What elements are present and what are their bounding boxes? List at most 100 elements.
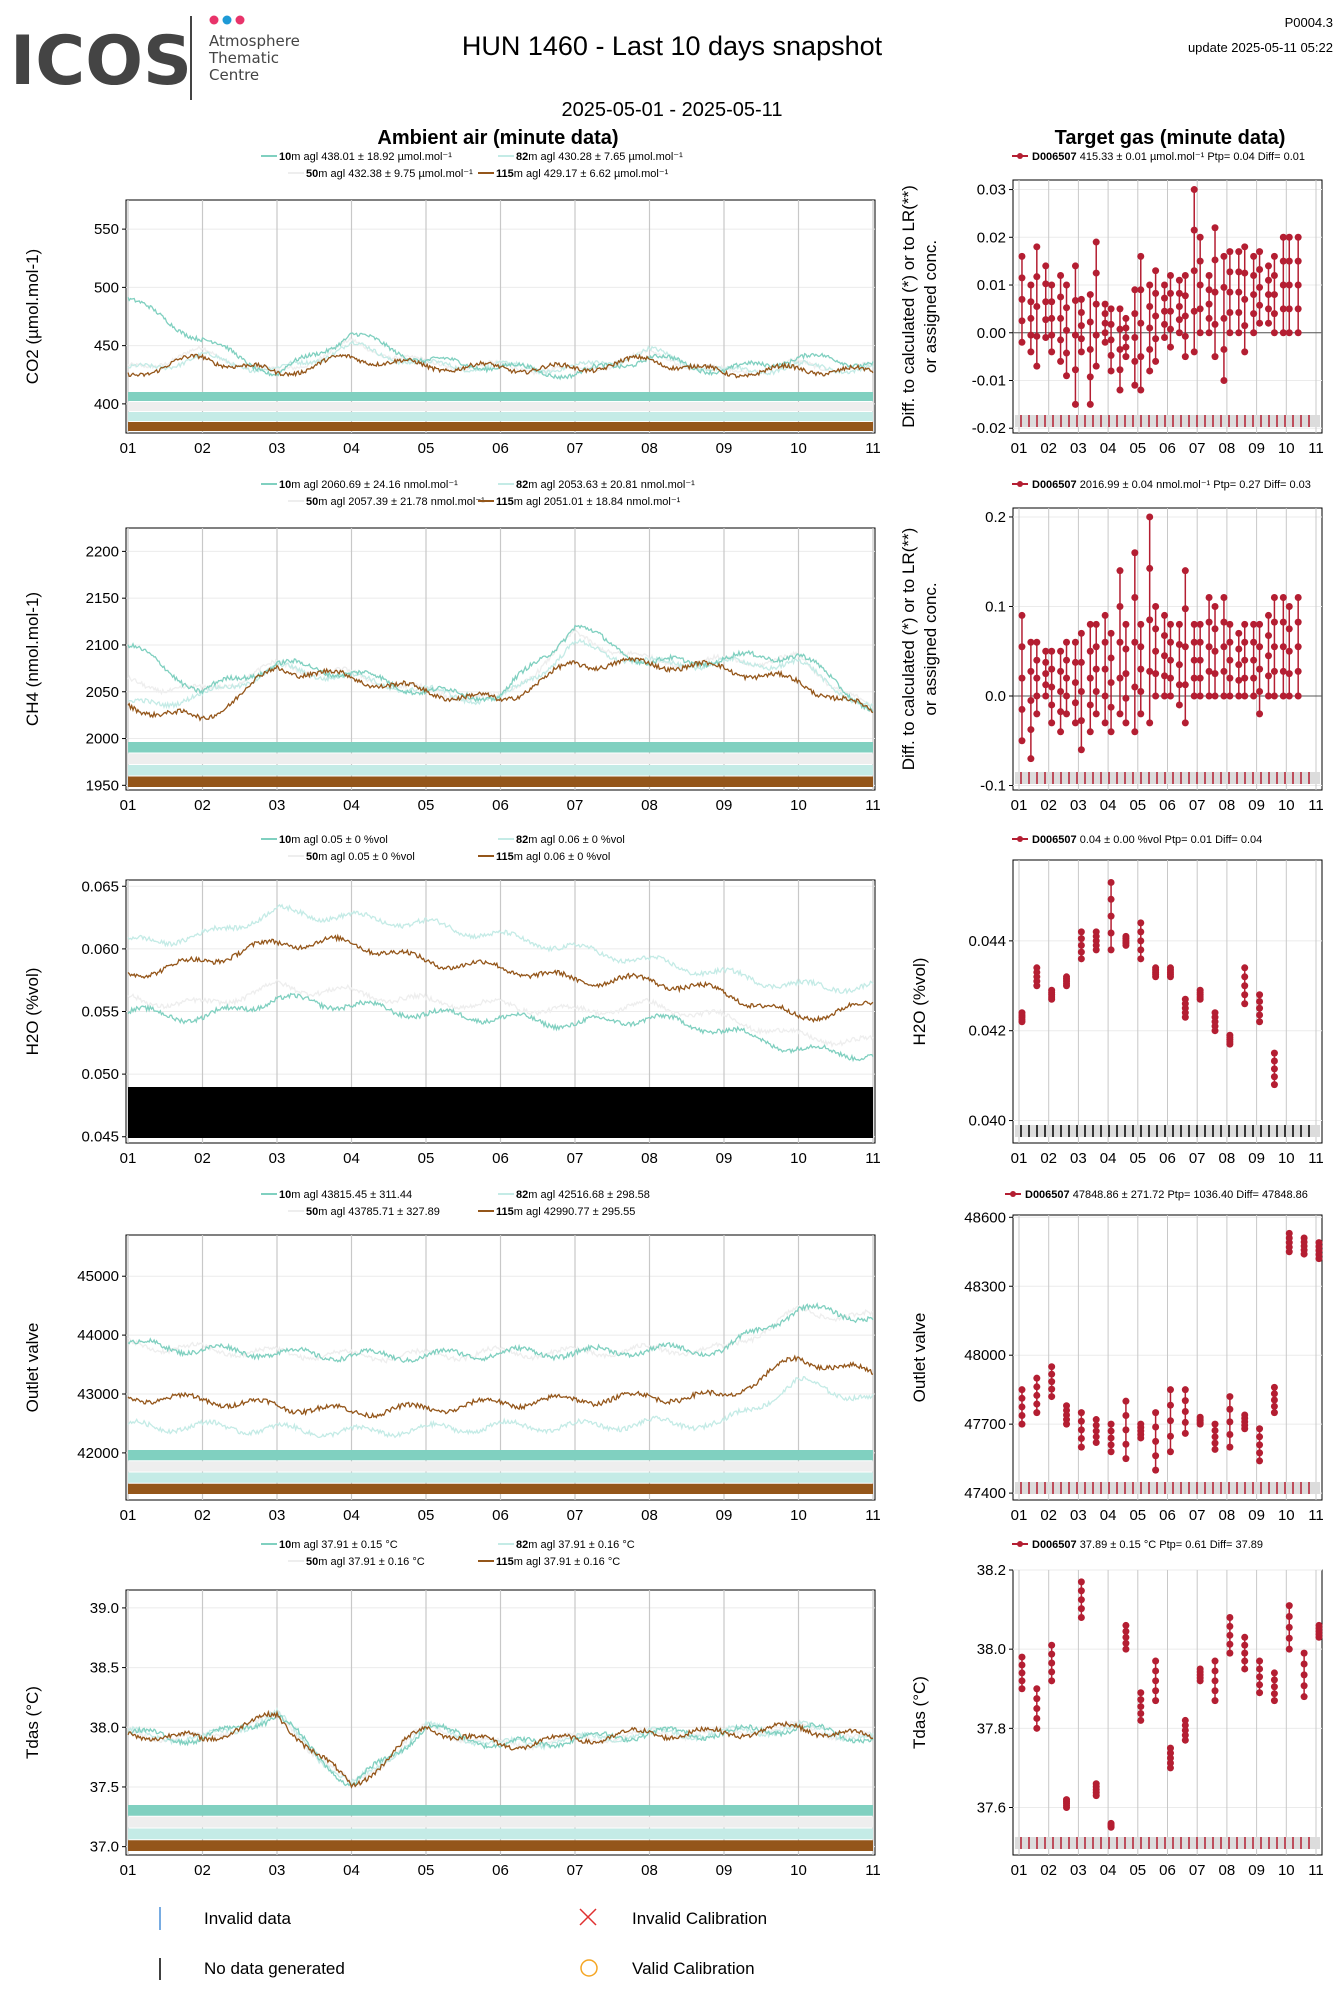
target-point [1101, 310, 1109, 318]
ambient-xtick-label: 08 [641, 1862, 658, 1879]
ambient-ytick-label: 38.5 [90, 1660, 119, 1677]
ambient-xtick-label: 09 [716, 1150, 733, 1167]
ambient-ytick-label: 2200 [86, 543, 119, 560]
target-point [1152, 692, 1160, 700]
target-point [1241, 1641, 1249, 1649]
target-point [1122, 324, 1130, 332]
target-point [1027, 331, 1035, 339]
target-xtick-label: 06 [1159, 1150, 1176, 1167]
target-xtick-label: 11 [1308, 1150, 1324, 1167]
target-point [1270, 1081, 1278, 1089]
target-ylabel: Tdas (°C) [910, 1676, 929, 1749]
target-xtick-label: 06 [1159, 1507, 1176, 1524]
target-ytick-label: -0.1 [980, 778, 1006, 795]
target-point [1270, 1402, 1278, 1410]
legend-height: 10 [279, 479, 291, 491]
target-ytick-label: 0.00 [977, 325, 1006, 342]
target-point [1241, 348, 1249, 356]
target-point [1279, 305, 1287, 313]
flag-bar-1 [128, 402, 873, 411]
target-point [1294, 618, 1302, 626]
target-ytick-label: 47400 [964, 1485, 1006, 1502]
legend-height: 50 [306, 496, 318, 508]
target-point [1226, 248, 1234, 256]
target-point [1211, 670, 1219, 678]
target-point [1033, 1724, 1041, 1732]
target-point [1033, 332, 1041, 340]
target-xtick-label: 04 [1100, 797, 1117, 814]
target-point [1071, 699, 1079, 707]
target-point [1146, 513, 1154, 521]
target-point [1137, 620, 1145, 628]
ambient-xtick-label: 08 [641, 440, 658, 457]
target-xtick-label: 04 [1100, 1507, 1117, 1524]
target-point [1137, 946, 1145, 954]
ambient-xtick-label: 11 [865, 797, 881, 814]
target-xtick-label: 07 [1189, 1150, 1206, 1167]
target-point [1018, 274, 1026, 282]
target-point [1264, 692, 1272, 700]
legend-height: 10 [279, 834, 291, 846]
legend-height: 115 [496, 168, 514, 180]
target-point [1137, 665, 1145, 673]
ambient-ytick-label: 45000 [77, 1268, 119, 1285]
ambient-xtick-label: 05 [418, 440, 435, 457]
target-point [1211, 602, 1219, 610]
target-point [1077, 941, 1085, 949]
target-point [1211, 256, 1219, 264]
target-point [1300, 1682, 1308, 1690]
target-flag-strip [1015, 772, 1320, 784]
target-point [1256, 1681, 1264, 1689]
ambient-xtick-label: 08 [641, 797, 658, 814]
target-point [1137, 1696, 1145, 1704]
target-point [1107, 629, 1115, 637]
flag-bar-0 [128, 1450, 873, 1461]
ambient-xtick-label: 02 [194, 440, 211, 457]
target-legend-co2: D006507 415.33 ± 0.01 µmol.mol⁻¹ Ptp= 0.… [1012, 151, 1305, 163]
target-point [1152, 267, 1160, 275]
target-legend-text: 37.89 ± 0.15 °C Ptp= 0.61 Diff= 37.89 [1077, 1539, 1263, 1551]
target-point [1071, 638, 1079, 646]
legend-height: 115 [496, 496, 514, 508]
target-ytick-label: 38.2 [977, 1562, 1006, 1579]
target-point [1285, 329, 1293, 337]
target-point [1235, 248, 1243, 256]
target-xtick-label: 03 [1070, 1150, 1087, 1167]
target-xtick-label: 01 [1011, 797, 1028, 814]
target-point [1071, 331, 1079, 339]
target-point [1196, 674, 1204, 682]
target-point [1220, 314, 1228, 322]
target-point [1048, 1650, 1056, 1658]
target-point [1175, 289, 1183, 297]
target-point [1226, 656, 1234, 664]
target-point [1018, 338, 1026, 346]
target-point [1294, 643, 1302, 651]
flag-bar-2 [128, 1472, 873, 1483]
target-point [1270, 1383, 1278, 1391]
target-point [1071, 658, 1079, 666]
target-point [1270, 252, 1278, 260]
target-point [1018, 1403, 1026, 1411]
target-xtick-label: 05 [1129, 1150, 1146, 1167]
target-point [1057, 314, 1065, 322]
legend-entry: 82m agl 42516.68 ± 298.58 [516, 1189, 650, 1201]
target-point [1279, 643, 1287, 651]
target-xtick-label: 11 [1308, 797, 1324, 814]
target-point [1190, 692, 1198, 700]
ambient-xtick-label: 09 [716, 440, 733, 457]
target-xtick-label: 09 [1248, 1507, 1265, 1524]
target-point [1264, 672, 1272, 680]
target-point [1175, 329, 1183, 337]
target-point [1077, 1605, 1085, 1613]
ambient-xtick-label: 04 [343, 1862, 360, 1879]
legend-height: 82 [516, 479, 528, 491]
target-point [1285, 1602, 1293, 1610]
target-ytick-label: -0.01 [972, 372, 1006, 389]
target-point [1086, 674, 1094, 682]
target-point [1116, 567, 1124, 575]
ambient-ytick-label: 0.055 [81, 1004, 119, 1021]
target-point [1092, 331, 1100, 339]
target-point [1190, 674, 1198, 682]
target-xtick-label: 05 [1129, 797, 1146, 814]
target-point [1048, 719, 1056, 727]
